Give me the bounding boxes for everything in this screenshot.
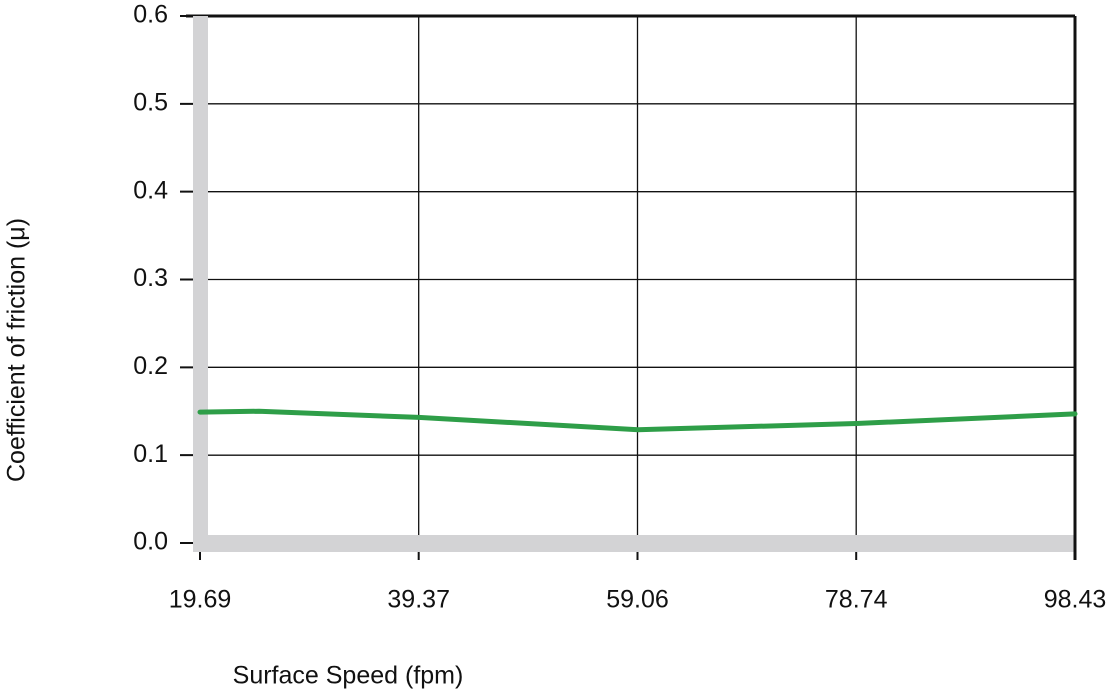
y-tick-label: 0.4: [133, 176, 168, 204]
x-tick-label: 39.37: [387, 586, 450, 614]
line: [197, 408, 1078, 433]
x-tick-label: 19.69: [169, 586, 232, 614]
y-axis-bar: [193, 16, 208, 552]
y-tick-label: 0.6: [133, 1, 168, 29]
y-tick-label: 0.3: [133, 264, 168, 292]
y-tick-label: 0.5: [133, 88, 168, 116]
x-tick-label: 98.43: [1044, 586, 1107, 614]
y-tick-label: 0.1: [133, 440, 168, 468]
x-tick-label: 78.74: [825, 586, 888, 614]
y-axis-label: Coefficient of friction (μ): [3, 218, 31, 482]
x-axis-bar: [193, 535, 1074, 552]
x-axis-label: Surface Speed (fpm): [233, 662, 464, 690]
x-tick-label: 59.06: [606, 586, 669, 614]
y-tick-label: 0.2: [133, 352, 168, 380]
y-tick-label: 0.0: [133, 528, 168, 556]
